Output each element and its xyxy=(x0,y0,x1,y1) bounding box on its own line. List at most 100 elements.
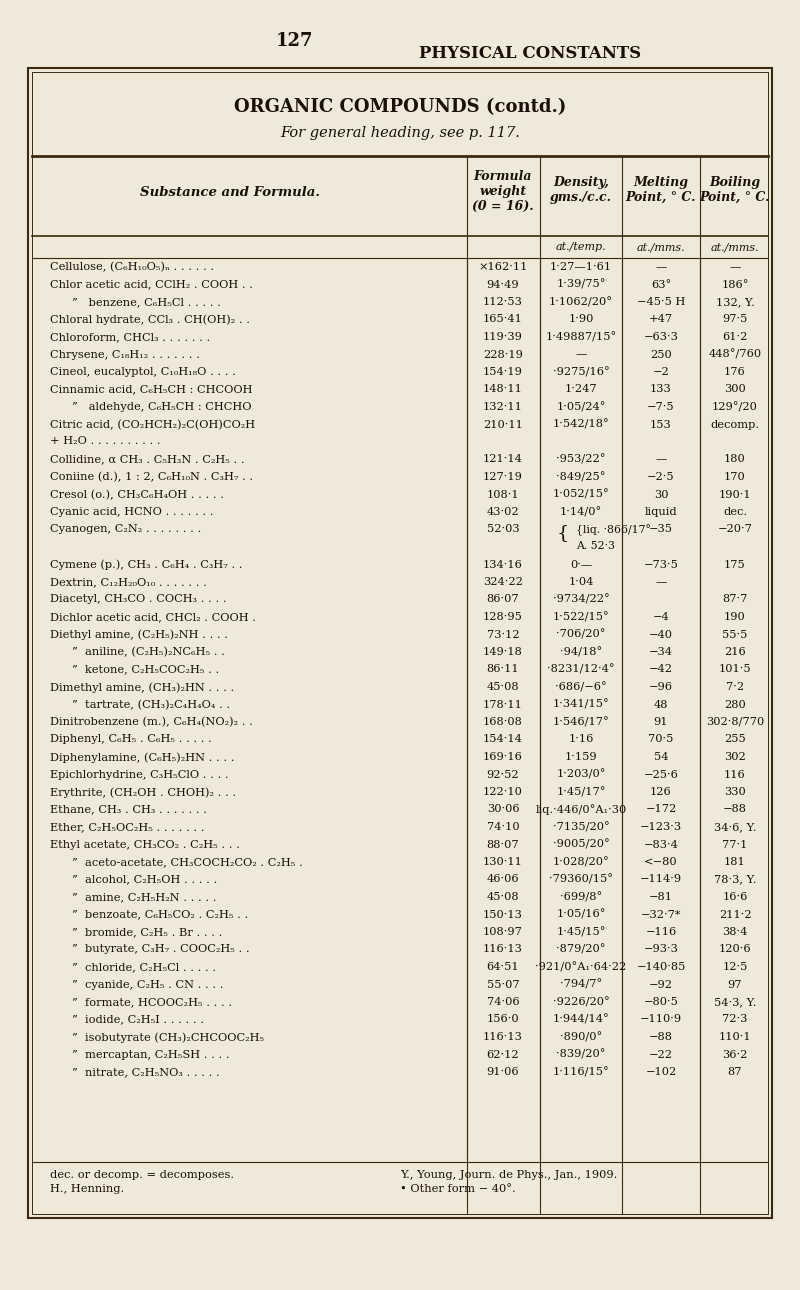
Text: liquid: liquid xyxy=(645,507,678,517)
Text: 132·11: 132·11 xyxy=(483,402,523,412)
Text: 119·39: 119·39 xyxy=(483,332,523,342)
Text: 16·6: 16·6 xyxy=(722,891,748,902)
Text: ”   aldehyde, C₆H₅CH : CHCHO: ” aldehyde, C₆H₅CH : CHCHO xyxy=(72,402,251,412)
Text: dec. or decomp. = decomposes.: dec. or decomp. = decomposes. xyxy=(50,1170,234,1180)
Text: Diethyl amine, (C₂H₅)₂NH . . . .: Diethyl amine, (C₂H₅)₂NH . . . . xyxy=(50,630,228,640)
Text: 1·052/15°: 1·052/15° xyxy=(553,489,610,499)
Text: ·686/−6°: ·686/−6° xyxy=(555,682,607,693)
Text: −81: −81 xyxy=(649,891,673,902)
Text: −83·4: −83·4 xyxy=(643,840,678,850)
Text: 61·2: 61·2 xyxy=(722,332,748,342)
Text: 116·13: 116·13 xyxy=(483,944,523,955)
Text: ·9005/20°: ·9005/20° xyxy=(553,840,610,850)
Text: at./mms.: at./mms. xyxy=(637,243,686,252)
Text: 156·0: 156·0 xyxy=(486,1014,519,1024)
Text: Boiling
Point, ° C.: Boiling Point, ° C. xyxy=(700,175,770,204)
Text: ·706/20°: ·706/20° xyxy=(556,630,606,640)
Text: + H₂O . . . . . . . . . .: + H₂O . . . . . . . . . . xyxy=(50,436,161,445)
Text: 330: 330 xyxy=(724,787,746,797)
Text: ·953/22°: ·953/22° xyxy=(556,454,606,464)
Text: −110·9: −110·9 xyxy=(640,1014,682,1024)
Text: 112·53: 112·53 xyxy=(483,297,523,307)
Text: 86·11: 86·11 xyxy=(486,664,519,675)
Text: 108·1: 108·1 xyxy=(486,489,519,499)
Text: 1·45/15°: 1·45/15° xyxy=(556,928,606,938)
Text: 91: 91 xyxy=(654,717,668,728)
Text: 1·39/75°: 1·39/75° xyxy=(556,280,606,290)
Text: 176: 176 xyxy=(724,366,746,377)
Text: 280: 280 xyxy=(724,699,746,710)
Text: ·921/0°A₁·64·22: ·921/0°A₁·64·22 xyxy=(535,962,626,973)
Text: 1·203/0°: 1·203/0° xyxy=(556,770,606,780)
Text: Ethyl acetate, CH₃CO₂ . C₂H₅ . . .: Ethyl acetate, CH₃CO₂ . C₂H₅ . . . xyxy=(50,840,240,850)
Text: ·839/20°: ·839/20° xyxy=(556,1050,606,1060)
Text: 74·06: 74·06 xyxy=(486,997,519,1007)
Text: 77·1: 77·1 xyxy=(722,840,748,850)
Text: 1·028/20°: 1·028/20° xyxy=(553,857,610,867)
Text: ”  chloride, C₂H₅Cl . . . . .: ” chloride, C₂H₅Cl . . . . . xyxy=(72,962,216,971)
Text: 1·159: 1·159 xyxy=(565,752,598,762)
Text: 87: 87 xyxy=(728,1067,742,1077)
Text: ·794/7°: ·794/7° xyxy=(560,979,602,989)
Text: Citric acid, (CO₂HCH₂)₂C(OH)CO₂H: Citric acid, (CO₂HCH₂)₂C(OH)CO₂H xyxy=(50,419,255,430)
Text: 178·11: 178·11 xyxy=(483,699,523,710)
Text: Melting
Point, ° C.: Melting Point, ° C. xyxy=(626,175,696,204)
Text: 48: 48 xyxy=(654,699,668,710)
Text: Diacetyl, CH₃CO . COCH₃ . . . .: Diacetyl, CH₃CO . COCH₃ . . . . xyxy=(50,595,226,605)
Text: 1·45/17°: 1·45/17° xyxy=(556,787,606,797)
Text: Cineol, eucalyptol, C₁₀H₁₈O . . . .: Cineol, eucalyptol, C₁₀H₁₈O . . . . xyxy=(50,366,236,377)
Text: 300: 300 xyxy=(724,384,746,395)
Text: −32·7*: −32·7* xyxy=(641,909,682,920)
Text: 165·41: 165·41 xyxy=(483,315,523,325)
Text: Formula
weight
(0 = 16).: Formula weight (0 = 16). xyxy=(472,170,534,213)
Text: 134·16: 134·16 xyxy=(483,560,523,569)
Text: Substance and Formula.: Substance and Formula. xyxy=(140,186,320,199)
Text: Cyanogen, C₂N₂ . . . . . . . .: Cyanogen, C₂N₂ . . . . . . . . xyxy=(50,525,202,534)
Text: 36·2: 36·2 xyxy=(722,1050,748,1059)
Text: —: — xyxy=(655,454,666,464)
Text: 46·06: 46·06 xyxy=(486,875,519,885)
Text: Cellulose, (C₆H₁₀O₅)ₙ . . . . . .: Cellulose, (C₆H₁₀O₅)ₙ . . . . . . xyxy=(50,262,214,272)
Text: H., Henning.: H., Henning. xyxy=(50,1184,124,1195)
Text: Density,
gms./c.c.: Density, gms./c.c. xyxy=(550,175,612,204)
Text: 54: 54 xyxy=(654,752,668,762)
Text: −4: −4 xyxy=(653,611,670,622)
Text: 324·22: 324·22 xyxy=(483,577,523,587)
Text: 110·1: 110·1 xyxy=(718,1032,751,1042)
Text: 302·8/770: 302·8/770 xyxy=(706,717,764,728)
Text: 1·16: 1·16 xyxy=(568,734,594,744)
Text: ”  nitrate, C₂H₅NO₃ . . . . .: ” nitrate, C₂H₅NO₃ . . . . . xyxy=(72,1067,220,1077)
Text: 127·19: 127·19 xyxy=(483,472,523,482)
Text: —: — xyxy=(655,262,666,272)
Text: Chloroform, CHCl₃ . . . . . . .: Chloroform, CHCl₃ . . . . . . . xyxy=(50,332,210,342)
Text: • Other form − 40°.: • Other form − 40°. xyxy=(400,1184,516,1195)
Text: ”  alcohol, C₂H₅OH . . . . .: ” alcohol, C₂H₅OH . . . . . xyxy=(72,875,218,885)
Text: ”  butyrate, C₃H₇ . COOC₂H₅ . .: ” butyrate, C₃H₇ . COOC₂H₅ . . xyxy=(72,944,250,955)
Text: 64·51: 64·51 xyxy=(486,962,519,971)
Text: Cymene (p.), CH₃ . C₆H₄ . C₃H₇ . .: Cymene (p.), CH₃ . C₆H₄ . C₃H₇ . . xyxy=(50,560,242,570)
Text: 132, Y.: 132, Y. xyxy=(715,297,754,307)
Text: 154·14: 154·14 xyxy=(483,734,523,744)
Text: Erythrite, (CH₂OH . CHOH)₂ . . .: Erythrite, (CH₂OH . CHOH)₂ . . . xyxy=(50,787,236,797)
Text: −63·3: −63·3 xyxy=(643,332,678,342)
Text: 255: 255 xyxy=(724,734,746,744)
Text: 130·11: 130·11 xyxy=(483,857,523,867)
Text: 72·3: 72·3 xyxy=(722,1014,748,1024)
Text: −40: −40 xyxy=(649,630,673,640)
Text: dec.: dec. xyxy=(723,507,747,517)
Text: 127: 127 xyxy=(276,32,314,50)
Text: Ether, C₂H₅OC₂H₅ . . . . . . .: Ether, C₂H₅OC₂H₅ . . . . . . . xyxy=(50,822,205,832)
Text: ·8231/12·4°: ·8231/12·4° xyxy=(547,664,615,675)
Text: −96: −96 xyxy=(649,682,673,691)
Text: −80·5: −80·5 xyxy=(643,997,678,1007)
Text: −92: −92 xyxy=(649,979,673,989)
Text: liq.·446/0°A₁·30: liq.·446/0°A₁·30 xyxy=(535,805,626,815)
Text: 120·6: 120·6 xyxy=(718,944,751,955)
Text: Cresol (o.), CH₃C₆H₄OH . . . . .: Cresol (o.), CH₃C₆H₄OH . . . . . xyxy=(50,489,224,499)
Text: ”  bromide, C₂H₅ . Br . . . .: ” bromide, C₂H₅ . Br . . . . xyxy=(72,928,222,937)
Text: ”  ketone, C₂H₅COC₂H₅ . .: ” ketone, C₂H₅COC₂H₅ . . xyxy=(72,664,219,675)
Text: —: — xyxy=(655,577,666,587)
Text: Dimethyl amine, (CH₃)₂HN . . . .: Dimethyl amine, (CH₃)₂HN . . . . xyxy=(50,682,234,693)
Text: 180: 180 xyxy=(724,454,746,464)
Text: 153: 153 xyxy=(650,419,672,430)
